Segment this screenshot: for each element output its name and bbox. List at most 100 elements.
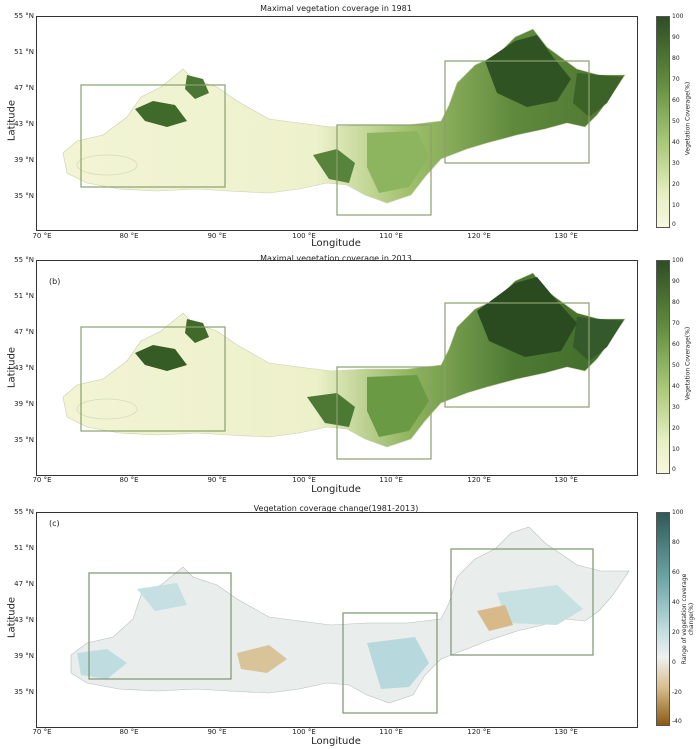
dark-patch <box>135 101 187 127</box>
colorbar <box>656 512 670 726</box>
region-outline <box>62 28 626 204</box>
change-patch <box>497 585 583 625</box>
x-tick: 110 °E <box>379 476 403 484</box>
y-tick: 39 °N <box>14 156 34 164</box>
colorbar-tick: 70 <box>672 76 680 83</box>
y-tick: 47 °N <box>14 84 34 92</box>
colorbar-tick: 100 <box>672 509 684 516</box>
panel-title: Maximal vegetation coverage in 1981 <box>260 4 412 13</box>
colorbar-tick: -20 <box>672 689 682 696</box>
panel-change: Vegetation coverage change(1981-2013) (c… <box>0 500 700 749</box>
highlight-box <box>88 572 232 680</box>
colorbar-tick: 40 <box>672 383 680 390</box>
colorbar-tick: 30 <box>672 160 680 167</box>
x-tick: 80 °E <box>119 232 139 240</box>
map-frame: (b) <box>36 260 638 476</box>
colorbar-tick: 50 <box>672 362 680 369</box>
y-tick: 55 °N <box>14 256 34 264</box>
x-tick: 70 °E <box>32 728 52 736</box>
y-tick: 51 °N <box>14 544 34 552</box>
colorbar-tick: -40 <box>672 718 682 725</box>
x-tick: 100 °E <box>292 232 316 240</box>
dark-patch <box>485 35 571 107</box>
highlight-box <box>336 366 432 460</box>
dark-patch <box>367 375 429 437</box>
colorbar-tick: 80 <box>672 55 680 62</box>
change-patch <box>367 637 429 689</box>
x-tick: 130 °E <box>554 728 578 736</box>
x-tick: 90 °E <box>207 232 227 240</box>
x-tick: 130 °E <box>554 232 578 240</box>
x-axis-label: Longitude <box>311 736 361 747</box>
panel-label: (c) <box>49 519 60 528</box>
x-tick: 100 °E <box>292 476 316 484</box>
colorbar-tick: 90 <box>672 34 680 41</box>
x-tick: 120 °E <box>467 728 491 736</box>
y-tick: 55 °N <box>14 508 34 516</box>
highlight-box <box>336 124 432 216</box>
dark-patch <box>313 149 355 183</box>
x-axis-label: Longitude <box>311 238 361 249</box>
dark-patch <box>573 73 623 117</box>
y-tick: 47 °N <box>14 328 34 336</box>
colorbar-tick: 30 <box>672 404 680 411</box>
dark-patch <box>477 277 577 357</box>
highlight-box <box>342 612 438 714</box>
colorbar-tick: 20 <box>672 181 680 188</box>
colorbar-tick: 10 <box>672 446 680 453</box>
y-tick: 43 °N <box>14 364 34 372</box>
x-tick: 110 °E <box>379 232 403 240</box>
y-tick: 51 °N <box>14 48 34 56</box>
change-patch <box>477 605 513 631</box>
colorbar-tick: 80 <box>672 539 680 546</box>
colorbar-tick: 50 <box>672 118 680 125</box>
map-frame: (c) <box>36 512 638 728</box>
x-tick: 130 °E <box>554 476 578 484</box>
y-tick: 39 °N <box>14 652 34 660</box>
y-tick: 47 °N <box>14 580 34 588</box>
dark-patch <box>573 317 623 361</box>
map-2013 <box>62 272 626 460</box>
colorbar-tick: 100 <box>672 257 684 264</box>
dark-patch <box>185 319 209 343</box>
colorbar-tick: 60 <box>672 569 680 576</box>
x-axis-label: Longitude <box>311 484 361 495</box>
colorbar-tick: 60 <box>672 341 680 348</box>
map-frame <box>36 16 638 231</box>
colorbar-tick: 90 <box>672 278 680 285</box>
map-change <box>70 526 630 714</box>
x-tick: 100 °E <box>292 728 316 736</box>
dark-patch <box>135 345 187 371</box>
colorbar-tick: 20 <box>672 425 680 432</box>
colorbar-tick: 70 <box>672 320 680 327</box>
colorbar-label: Range of vegetation coverage change(%) <box>681 573 695 665</box>
panel-title: Vegetation coverage change(1981-2013) <box>253 504 419 513</box>
y-tick: 51 °N <box>14 292 34 300</box>
x-tick: 110 °E <box>379 728 403 736</box>
x-tick: 70 °E <box>32 232 52 240</box>
x-tick: 120 °E <box>467 476 491 484</box>
colorbar-tick: 0 <box>672 466 676 473</box>
highlight-box <box>444 60 590 164</box>
y-tick: 35 °N <box>14 192 34 200</box>
highlight-box <box>80 326 226 432</box>
dark-patch <box>185 75 209 99</box>
x-tick: 70 °E <box>32 476 52 484</box>
panel-1981: Maximal vegetation coverage in 1981 <box>0 0 700 250</box>
colorbar-tick: 40 <box>672 139 680 146</box>
highlight-box <box>80 84 226 188</box>
y-tick: 55 °N <box>14 12 34 20</box>
x-tick: 90 °E <box>207 728 227 736</box>
highlight-box <box>450 548 594 656</box>
colorbar-tick: 20 <box>672 629 680 636</box>
x-tick: 90 °E <box>207 476 227 484</box>
change-patch <box>237 645 287 673</box>
colorbar <box>656 260 670 474</box>
colorbar <box>656 16 670 228</box>
colorbar-tick: 80 <box>672 299 680 306</box>
colorbar-tick: 100 <box>672 13 684 20</box>
x-tick: 80 °E <box>119 728 139 736</box>
panel-title: Maximal vegetation coverage in 2013 <box>260 254 412 263</box>
x-tick: 120 °E <box>467 232 491 240</box>
colorbar-tick: 10 <box>672 202 680 209</box>
